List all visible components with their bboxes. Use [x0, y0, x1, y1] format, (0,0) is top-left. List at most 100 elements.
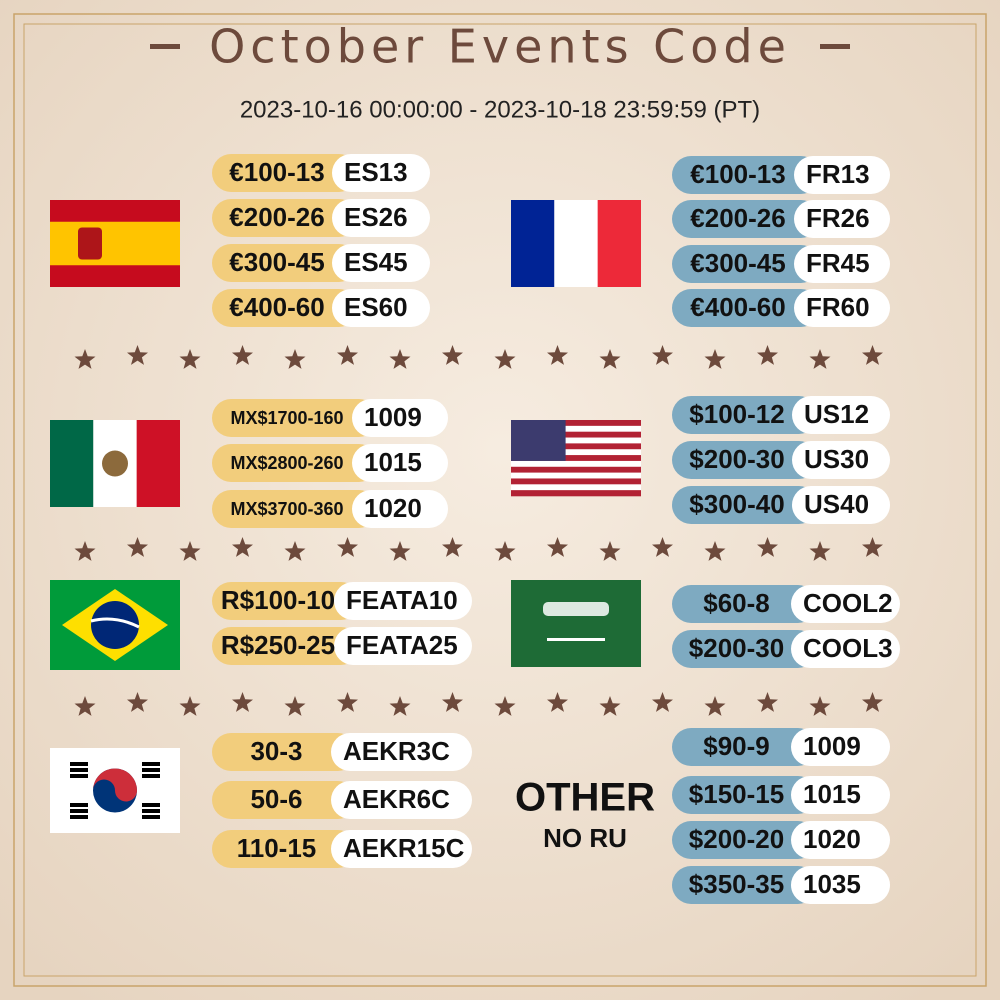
code: 1020	[803, 824, 861, 854]
offer-pill	[212, 582, 360, 620]
star	[74, 696, 96, 716]
star	[652, 537, 673, 557]
code-pill	[332, 244, 430, 282]
flag-stripe	[511, 443, 641, 450]
offer-pill	[672, 728, 817, 766]
code-pill	[792, 396, 890, 434]
code: 1009	[364, 402, 422, 432]
star	[547, 692, 568, 712]
offer: 30-3	[250, 736, 302, 766]
code-pill	[791, 821, 890, 859]
offer: $100-12	[689, 399, 784, 429]
code-pill	[794, 200, 890, 238]
code: 1035	[803, 869, 861, 899]
offer-pill	[212, 627, 360, 665]
star	[442, 345, 463, 365]
flag	[50, 420, 94, 507]
offer: R$250-25	[221, 630, 335, 660]
code: FEATA25	[346, 630, 458, 660]
offer: 110-15	[237, 833, 317, 863]
star	[284, 696, 306, 716]
star	[494, 541, 516, 561]
flag-band	[597, 200, 641, 287]
code: ES13	[344, 157, 408, 187]
flag-stripe	[511, 449, 641, 456]
flag-stripe	[511, 484, 641, 491]
star	[389, 541, 411, 561]
code-pill	[331, 733, 472, 771]
flag-emblem	[78, 227, 102, 260]
offer: MX$3700-360	[230, 499, 343, 519]
flag-stripe	[511, 425, 641, 432]
flag-trigram	[70, 762, 88, 766]
code-pill	[791, 728, 890, 766]
code-pill	[794, 289, 890, 327]
offer: 50-6	[250, 784, 302, 814]
offer: €400-60	[229, 292, 324, 322]
flag-band	[136, 420, 180, 507]
offer: MX$1700-160	[230, 408, 343, 428]
flag-trigram	[142, 809, 160, 813]
offer: $350-35	[689, 869, 784, 899]
offer: €300-45	[229, 247, 324, 277]
star	[232, 537, 253, 557]
flag-stripe	[511, 490, 641, 497]
star	[74, 541, 96, 561]
offer-pill	[672, 630, 817, 668]
offer-pill	[672, 156, 820, 194]
star	[179, 541, 201, 561]
code: ES26	[344, 202, 408, 232]
flag-trigram	[70, 768, 88, 772]
flag-stripe	[511, 431, 641, 438]
code-pill	[331, 781, 472, 819]
offer-pill	[672, 585, 817, 623]
code: 1015	[803, 779, 861, 809]
period: 2023-10-16 00:00:00 - 2023-10-18 23:59:5…	[240, 96, 760, 123]
frame-inner	[23, 23, 977, 977]
flag-script	[543, 602, 609, 616]
star	[442, 537, 463, 557]
flag-taegeuk	[93, 768, 137, 802]
star	[337, 692, 358, 712]
offer: €200-26	[690, 203, 785, 233]
code-pill	[792, 486, 890, 524]
offer-pill	[212, 733, 357, 771]
star	[74, 349, 96, 369]
star	[599, 696, 621, 716]
star	[389, 349, 411, 369]
star	[704, 696, 726, 716]
code-pill	[352, 490, 448, 528]
star	[862, 692, 883, 712]
flag-canton	[511, 420, 566, 461]
star	[547, 345, 568, 365]
offer-pill	[672, 866, 817, 904]
code: COOL2	[803, 588, 893, 618]
offer-pill	[212, 490, 378, 528]
code: ES60	[344, 292, 408, 322]
offer: €300-45	[690, 248, 785, 278]
code: AEKR3C	[343, 736, 450, 766]
flag-stripe	[511, 455, 641, 462]
flag-trigram	[142, 815, 160, 819]
code-pill	[791, 776, 890, 814]
code-pill	[332, 289, 430, 327]
flag-trigram	[142, 762, 160, 766]
star	[337, 345, 358, 365]
flag-band	[90, 617, 140, 629]
other-note: NO RU	[543, 823, 627, 853]
flag-trigram	[70, 815, 88, 819]
offer: $200-30	[689, 444, 784, 474]
offer: $150-15	[689, 779, 784, 809]
code: 1020	[364, 493, 422, 523]
star	[284, 541, 306, 561]
offer: €100-13	[690, 159, 785, 189]
offer: MX$2800-260	[230, 453, 343, 473]
code-pill	[352, 444, 448, 482]
star	[179, 349, 201, 369]
offer-pill	[672, 200, 820, 238]
offer: €200-26	[229, 202, 324, 232]
code: US40	[804, 489, 869, 519]
star	[809, 696, 831, 716]
